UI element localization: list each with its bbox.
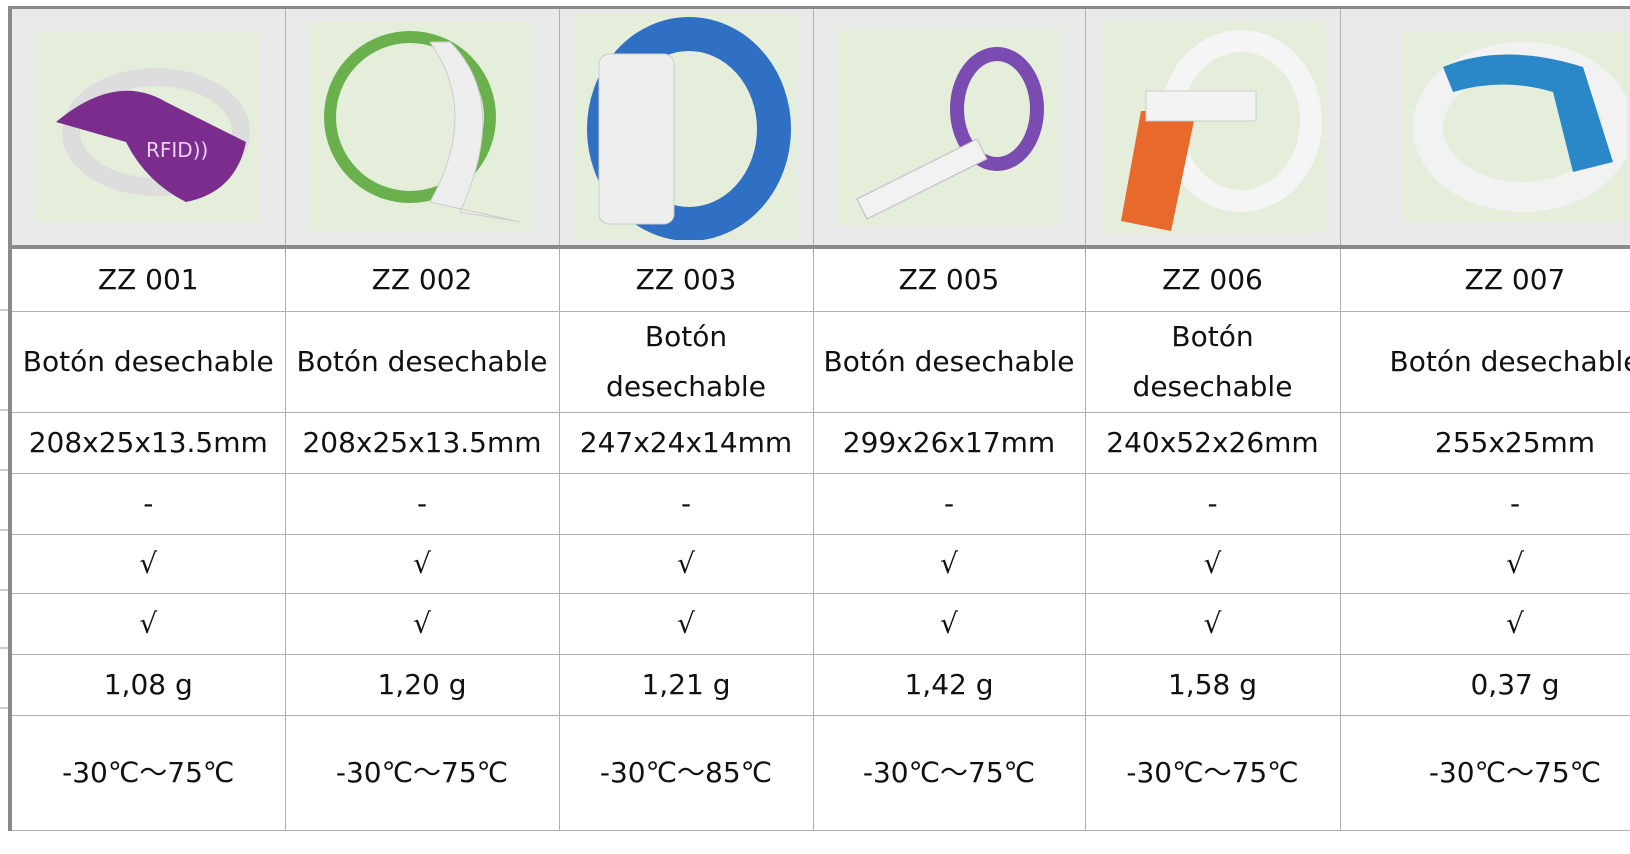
- wristband-image: [1100, 21, 1325, 233]
- table-cell: -: [1339, 473, 1630, 535]
- table-cell: -: [1084, 473, 1341, 535]
- table-cell: 1,08 g: [8, 654, 286, 716]
- table-cell: 247x24x14mm: [558, 412, 814, 474]
- table-cell: -30℃～75℃: [284, 715, 560, 831]
- table-cell: √: [1084, 534, 1341, 594]
- table-cell: Botón desechable: [812, 311, 1086, 413]
- table-cell: √: [8, 534, 286, 594]
- table-cell: √: [1339, 593, 1630, 655]
- image-row: RFID)): [8, 6, 1630, 249]
- table-cell: -: [284, 473, 560, 535]
- table-cell: -30℃～85℃: [558, 715, 814, 831]
- image-cell: [1084, 6, 1341, 249]
- table-row: ------: [8, 473, 1630, 535]
- product-table: RFID)) ZZ 001 ZZ 002 ZZ 003 ZZ 005 ZZ 006 ZZ …: [8, 6, 1630, 831]
- wristband-image: [574, 14, 798, 240]
- table-cell: ZZ 001: [8, 246, 286, 312]
- table-row: -30℃～75℃ -30℃～75℃ -30℃～85℃ -30℃～75℃ -30℃～75℃…: [8, 715, 1630, 831]
- table-cell: -30℃～75℃: [1339, 715, 1630, 831]
- image-cell: [1339, 6, 1630, 249]
- table-row: 208x25x13.5mm 208x25x13.5mm 247x24x14mm 299…: [8, 412, 1630, 474]
- table-cell: 1,58 g: [1084, 654, 1341, 716]
- table-cell: ZZ 002: [284, 246, 560, 312]
- table-cell: √: [558, 534, 814, 594]
- table-cell: ZZ 006: [1084, 246, 1341, 312]
- table-cell: -30℃～75℃: [8, 715, 286, 831]
- table-cell: -30℃～75℃: [1084, 715, 1341, 831]
- table-cell: 1,21 g: [558, 654, 814, 716]
- image-cell: [284, 6, 560, 249]
- table-cell: 1,42 g: [812, 654, 1086, 716]
- table-cell: Botón desechable: [1339, 311, 1630, 413]
- table-cell: 0,37 g: [1339, 654, 1630, 716]
- wristband-image: [310, 22, 534, 232]
- image-cell: [558, 6, 814, 249]
- table-cell: √: [558, 593, 814, 655]
- table-cell: -: [8, 473, 286, 535]
- table-row: √ √ √ √ √ √: [8, 534, 1630, 594]
- table-cell: √: [812, 534, 1086, 594]
- table-cell: -: [812, 473, 1086, 535]
- table-cell: Botón desechable: [8, 311, 286, 413]
- table-cell: Botón desechable: [1084, 311, 1341, 413]
- wristband-image: [1403, 32, 1627, 222]
- wristband-image: RFID)): [36, 32, 261, 222]
- svg-text:RFID)): RFID)): [146, 138, 208, 162]
- table-row: √ √ √ √ √ √: [8, 593, 1630, 655]
- table-cell: √: [812, 593, 1086, 655]
- image-cell: [812, 6, 1086, 249]
- table-cell: 255x25mm: [1339, 412, 1630, 474]
- table-cell: 208x25x13.5mm: [8, 412, 286, 474]
- table-cell: 299x26x17mm: [812, 412, 1086, 474]
- table-cell: Botón desechable: [558, 311, 814, 413]
- table-cell: 208x25x13.5mm: [284, 412, 560, 474]
- table-cell: ZZ 003: [558, 246, 814, 312]
- table-cell: 1,20 g: [284, 654, 560, 716]
- table-cell: √: [284, 534, 560, 594]
- table-cell: Botón desechable: [284, 311, 560, 413]
- table-cell: -: [558, 473, 814, 535]
- row-ticks: [0, 309, 8, 709]
- table-cell: √: [1339, 534, 1630, 594]
- table-cell: ZZ 007: [1339, 246, 1630, 312]
- table-row: Botón desechable Botón desechable Botón de…: [8, 311, 1630, 413]
- table-cell: -30℃～75℃: [812, 715, 1086, 831]
- table-cell: √: [1084, 593, 1341, 655]
- wristband-image: [837, 29, 1061, 225]
- table-cell: √: [284, 593, 560, 655]
- table-row: ZZ 001 ZZ 002 ZZ 003 ZZ 005 ZZ 006 ZZ 007: [8, 246, 1630, 312]
- image-cell: RFID)): [8, 6, 286, 249]
- table-cell: √: [8, 593, 286, 655]
- table-row: 1,08 g 1,20 g 1,21 g 1,42 g 1,58 g 0,37 g: [8, 654, 1630, 716]
- table-cell: 240x52x26mm: [1084, 412, 1341, 474]
- table-cell: ZZ 005: [812, 246, 1086, 312]
